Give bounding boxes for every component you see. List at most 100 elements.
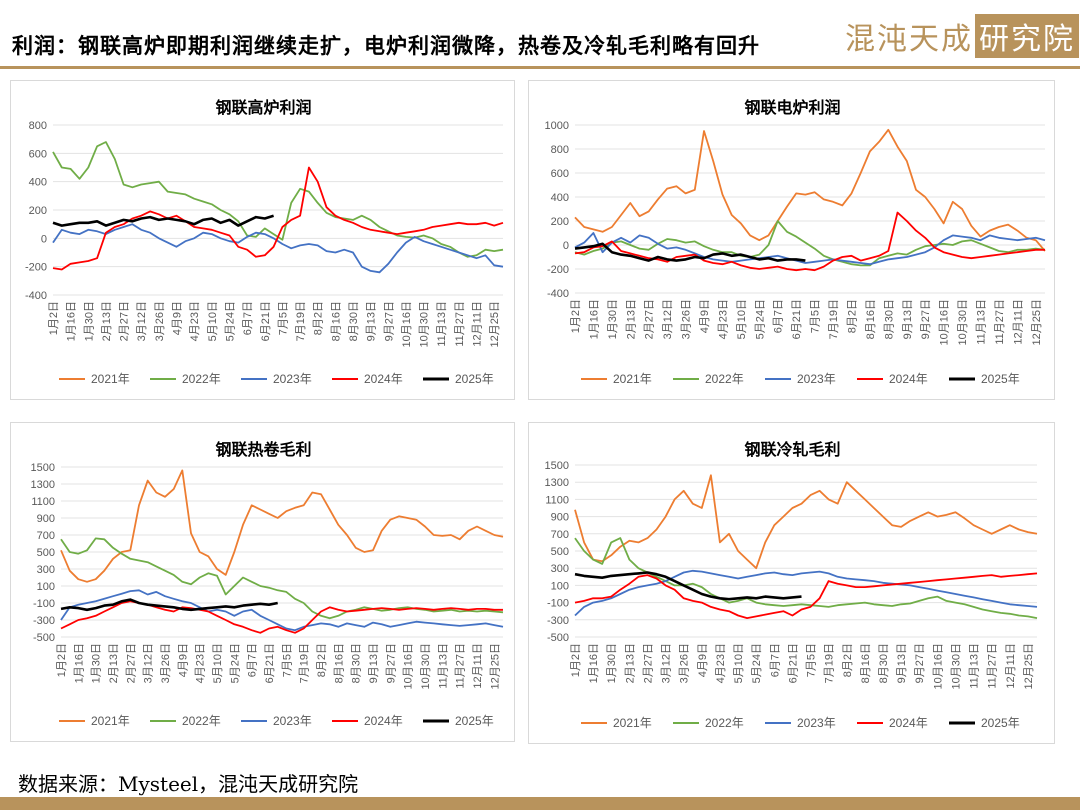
- x-tick-label: 12月25日: [1031, 299, 1043, 345]
- y-tick-label: 100: [551, 580, 569, 592]
- x-tick-label: 10月30日: [420, 643, 432, 689]
- chart-title: 钢联高炉利润: [215, 98, 311, 117]
- x-tick-label: 12月11日: [472, 643, 484, 689]
- y-tick-label: 1500: [545, 460, 569, 472]
- x-tick-label: 2月27日: [125, 643, 137, 683]
- x-tick-label: 9月27日: [385, 643, 397, 683]
- x-tick-label: 7月5日: [806, 643, 818, 677]
- x-tick-label: 7月19日: [828, 299, 840, 339]
- x-tick-label: 2月13日: [108, 643, 120, 683]
- y-tick-label: 1300: [545, 477, 569, 489]
- x-tick-label: 6月21日: [260, 301, 272, 341]
- x-tick-label: 1月30日: [83, 301, 95, 341]
- chart-svg: 钢联热卷毛利 1500 1300 1100 900 700 500 300 100 -100 -30…: [31, 440, 504, 728]
- y-tick-label: 400: [551, 192, 569, 204]
- x-tick-label: 1月2日: [570, 643, 582, 677]
- x-tick-label: 8月30日: [883, 299, 895, 339]
- y-tick-label: 500: [551, 546, 569, 558]
- series-line: [60, 600, 503, 634]
- x-tick-label: 9月13日: [366, 301, 378, 341]
- x-tick-label: 1月2日: [48, 301, 60, 335]
- x-tick-label: 9月27日: [383, 301, 395, 341]
- chart-title: 钢联电炉利润: [744, 98, 840, 117]
- series-line: [52, 141, 504, 258]
- x-tick-label: 12月11日: [1012, 299, 1024, 345]
- legend-label: 2025年: [981, 716, 1020, 730]
- x-tick-label: 10月16日: [932, 643, 944, 689]
- legend-label: 2025年: [455, 372, 494, 386]
- x-tick-label: 1月16日: [588, 299, 600, 339]
- x-tick-label: 1月30日: [607, 299, 619, 339]
- legend-label: 2022年: [182, 372, 221, 386]
- x-tick-label: 8月16日: [333, 643, 345, 683]
- x-tick-label: 1月30日: [91, 643, 103, 683]
- x-tick-label: 5月24日: [229, 643, 241, 683]
- x-tick-label: 3月26日: [154, 301, 166, 341]
- chart-title: 钢联冷轧毛利: [744, 440, 840, 459]
- series-line: [574, 220, 1046, 267]
- x-tick-label: 5月10日: [733, 643, 745, 683]
- x-tick-label: 1月16日: [66, 301, 78, 341]
- y-tick-label: -100: [33, 598, 55, 610]
- x-tick-label: 12月25日: [1023, 643, 1035, 689]
- logo-main-text: 混沌天成: [845, 22, 973, 57]
- y-tick-label: -500: [33, 632, 55, 644]
- x-tick-label: 1月2日: [56, 643, 68, 677]
- x-tick-label: 2月27日: [119, 301, 131, 341]
- chart-panel-hot-rolled-coil: 钢联热卷毛利 1500 1300 1100 900 700 500 300 100 -100 -30…: [10, 422, 515, 742]
- x-tick-label: 1月16日: [73, 643, 85, 683]
- legend-label: 2021年: [91, 372, 130, 386]
- x-tick-label: 3月26日: [679, 643, 691, 683]
- y-tick-label: 800: [29, 120, 47, 132]
- x-tick-label: 9月27日: [920, 299, 932, 339]
- x-tick-label: 2月13日: [625, 299, 637, 339]
- x-tick-label: 10月16日: [401, 301, 413, 347]
- x-tick-label: 4月9日: [172, 301, 184, 335]
- y-tick-label: 400: [29, 177, 47, 189]
- y-tick-label: -300: [547, 615, 569, 627]
- x-tick-label: 2月13日: [101, 301, 113, 341]
- x-tick-label: 8月2日: [316, 643, 328, 677]
- series-line: [574, 571, 802, 601]
- y-tick-label: 600: [551, 168, 569, 180]
- x-tick-label: 6月21日: [791, 299, 803, 339]
- x-tick-label: 11月27日: [454, 301, 466, 347]
- y-tick-label: -100: [547, 598, 569, 610]
- y-tick-label: 600: [29, 148, 47, 160]
- x-tick-label: 12月11日: [472, 301, 484, 347]
- x-tick-label: 9月13日: [896, 643, 908, 683]
- y-tick-label: 700: [37, 530, 55, 542]
- series-line: [52, 214, 274, 227]
- x-tick-label: 9月27日: [914, 643, 926, 683]
- x-tick-label: 10月16日: [939, 299, 951, 345]
- chart-panel-electric-furnace: 钢联电炉利润 1000 800 600 400 200 0 -200 -400 1月2日 1月16日…: [528, 80, 1055, 400]
- x-tick-label: 7月5日: [281, 643, 293, 677]
- x-tick-label: 11月27日: [987, 643, 999, 689]
- y-tick-label: 1500: [31, 462, 55, 474]
- x-tick-label: 4月9日: [699, 299, 711, 333]
- x-tick-label: 5月24日: [751, 643, 763, 683]
- x-tick-label: 8月2日: [846, 299, 858, 333]
- brand-logo: 混沌天成 研究院: [845, 14, 1079, 58]
- x-tick-label: 2月13日: [624, 643, 636, 683]
- chart-title: 钢联热卷毛利: [215, 440, 311, 459]
- x-tick-label: 6月7日: [773, 299, 785, 333]
- x-tick-label: 7月5日: [810, 299, 822, 333]
- x-tick-label: 8月30日: [878, 643, 890, 683]
- x-tick-label: 8月16日: [865, 299, 877, 339]
- legend-label: 2023年: [797, 372, 836, 386]
- y-tick-label: -200: [547, 264, 569, 276]
- x-tick-label: 11月13日: [436, 301, 448, 347]
- legend-label: 2023年: [273, 372, 312, 386]
- x-tick-label: 9月13日: [368, 643, 380, 683]
- legend-label: 2021年: [91, 714, 130, 728]
- x-tick-label: 10月16日: [403, 643, 415, 689]
- x-tick-label: 6月7日: [242, 301, 254, 335]
- legend-label: 2021年: [613, 372, 652, 386]
- series-line: [60, 537, 504, 620]
- series-line: [574, 474, 1038, 570]
- header-divider: [0, 66, 1080, 69]
- x-tick-label: 9月13日: [902, 299, 914, 339]
- y-tick-label: 100: [37, 581, 55, 593]
- series-line: [52, 223, 504, 274]
